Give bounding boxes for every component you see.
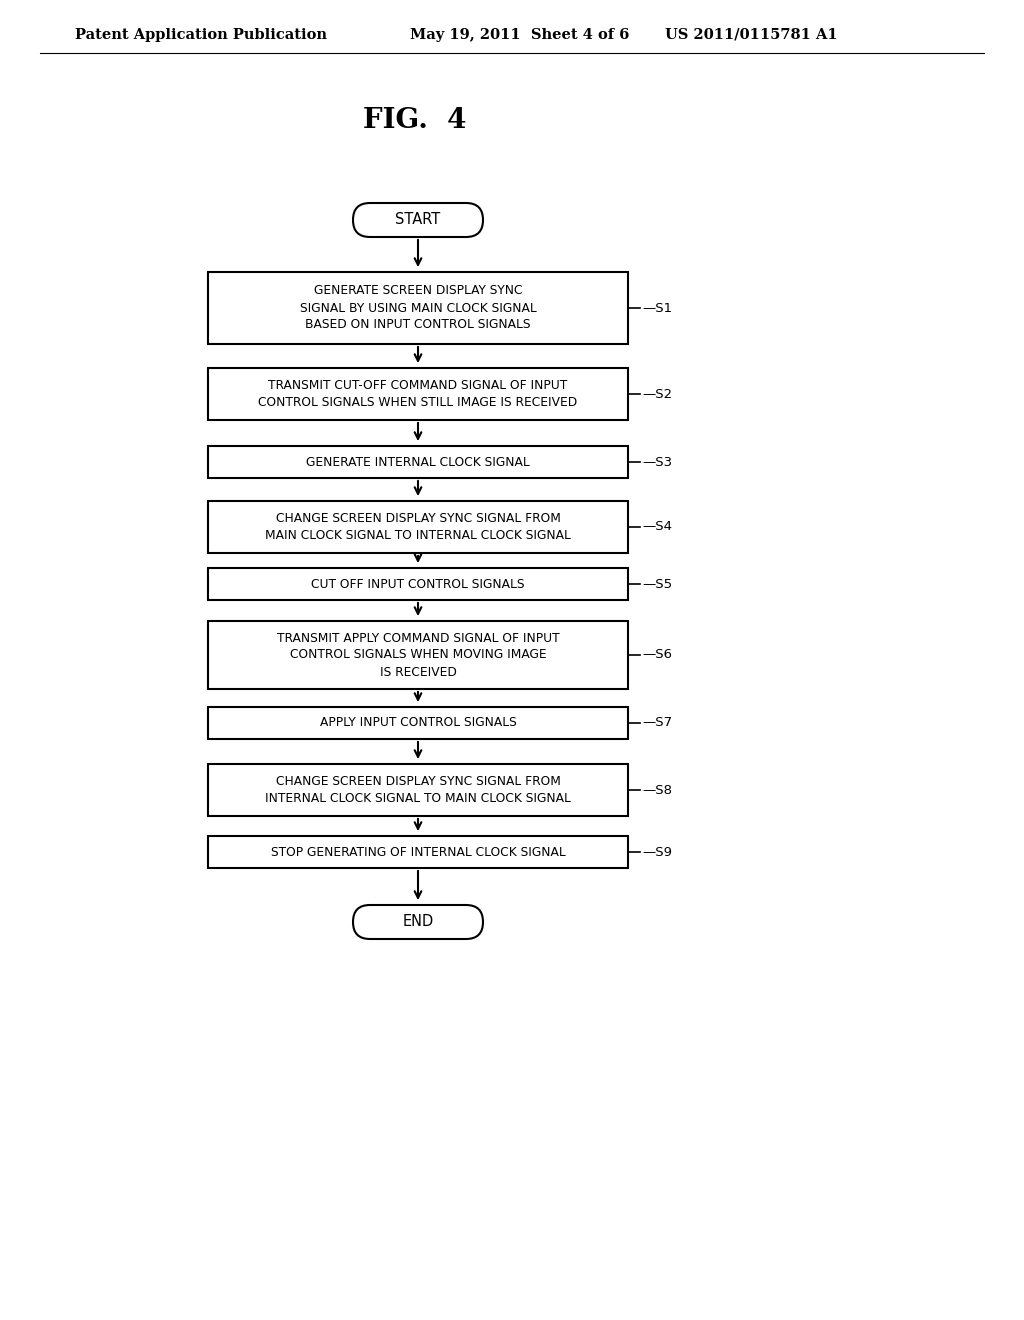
Text: —S8: —S8 (642, 784, 672, 796)
Bar (208, 502, 628, 553)
Bar (208, 568, 628, 601)
Text: —S3: —S3 (642, 455, 672, 469)
Text: CHANGE SCREEN DISPLAY SYNC SIGNAL FROM
MAIN CLOCK SIGNAL TO INTERNAL CLOCK SIGNA: CHANGE SCREEN DISPLAY SYNC SIGNAL FROM M… (265, 512, 571, 543)
Text: US 2011/0115781 A1: US 2011/0115781 A1 (665, 28, 838, 42)
Text: END: END (402, 915, 433, 929)
Bar (208, 272, 628, 345)
Text: —S1: —S1 (642, 301, 672, 314)
Bar (208, 764, 628, 816)
Text: STOP GENERATING OF INTERNAL CLOCK SIGNAL: STOP GENERATING OF INTERNAL CLOCK SIGNAL (270, 846, 565, 858)
Bar (208, 368, 628, 420)
Text: START: START (395, 213, 440, 227)
Text: TRANSMIT CUT-OFF COMMAND SIGNAL OF INPUT
CONTROL SIGNALS WHEN STILL IMAGE IS REC: TRANSMIT CUT-OFF COMMAND SIGNAL OF INPUT… (258, 379, 578, 409)
Text: GENERATE SCREEN DISPLAY SYNC
SIGNAL BY USING MAIN CLOCK SIGNAL
BASED ON INPUT CO: GENERATE SCREEN DISPLAY SYNC SIGNAL BY U… (300, 285, 537, 331)
Text: TRANSMIT APPLY COMMAND SIGNAL OF INPUT
CONTROL SIGNALS WHEN MOVING IMAGE
IS RECE: TRANSMIT APPLY COMMAND SIGNAL OF INPUT C… (276, 631, 559, 678)
Text: FIG.  4: FIG. 4 (364, 107, 467, 133)
Text: CUT OFF INPUT CONTROL SIGNALS: CUT OFF INPUT CONTROL SIGNALS (311, 578, 524, 590)
Text: Patent Application Publication: Patent Application Publication (75, 28, 327, 42)
Text: May 19, 2011  Sheet 4 of 6: May 19, 2011 Sheet 4 of 6 (410, 28, 630, 42)
FancyBboxPatch shape (353, 906, 483, 939)
Bar (208, 620, 628, 689)
Text: —S7: —S7 (642, 717, 672, 730)
FancyBboxPatch shape (353, 203, 483, 238)
Text: CHANGE SCREEN DISPLAY SYNC SIGNAL FROM
INTERNAL CLOCK SIGNAL TO MAIN CLOCK SIGNA: CHANGE SCREEN DISPLAY SYNC SIGNAL FROM I… (265, 775, 571, 805)
Bar (208, 708, 628, 739)
Text: —S2: —S2 (642, 388, 672, 400)
Text: —S4: —S4 (642, 520, 672, 533)
Text: APPLY INPUT CONTROL SIGNALS: APPLY INPUT CONTROL SIGNALS (319, 717, 516, 730)
Text: —S5: —S5 (642, 578, 672, 590)
Bar (208, 446, 628, 478)
Text: —S9: —S9 (642, 846, 672, 858)
Text: GENERATE INTERNAL CLOCK SIGNAL: GENERATE INTERNAL CLOCK SIGNAL (306, 455, 529, 469)
Bar (208, 836, 628, 869)
Text: —S6: —S6 (642, 648, 672, 661)
